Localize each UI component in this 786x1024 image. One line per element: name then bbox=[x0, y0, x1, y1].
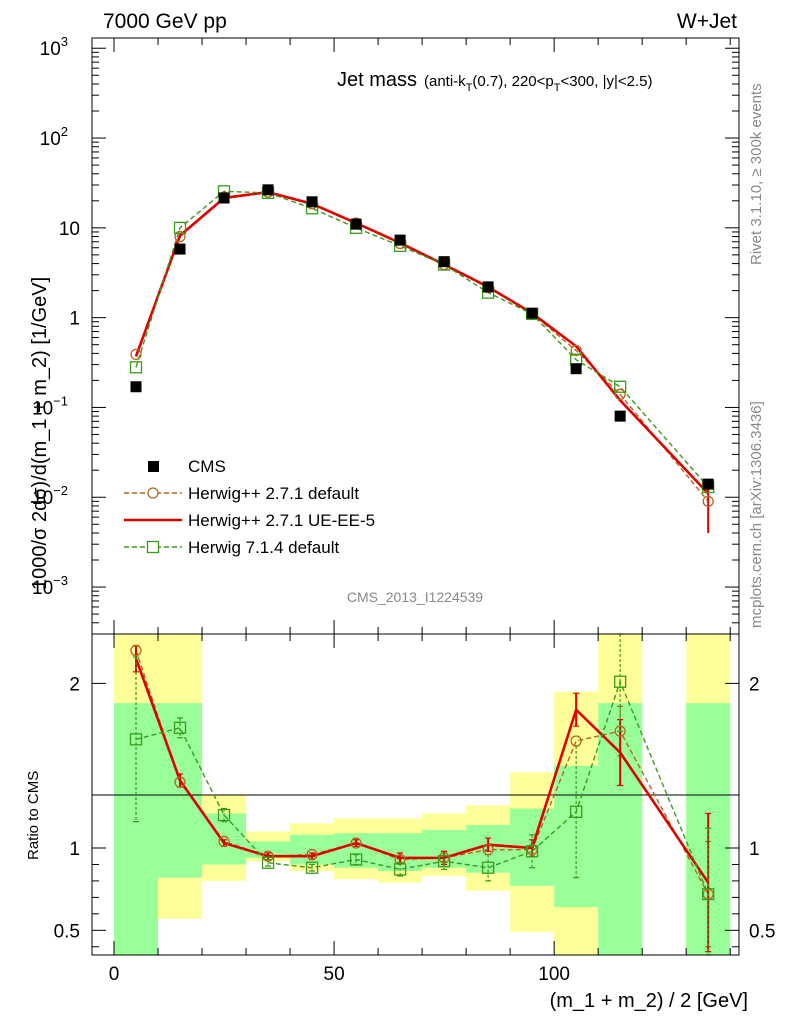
ratio-point bbox=[614, 675, 627, 688]
data-point bbox=[614, 410, 626, 422]
y-tick-label: 10 bbox=[59, 219, 80, 240]
ratio-tick-label: 0.5 bbox=[749, 921, 775, 942]
ratio-tick-label: 1 bbox=[69, 839, 80, 860]
header-right: W+Jet bbox=[677, 10, 737, 33]
data-point bbox=[438, 256, 450, 268]
ratio-point bbox=[614, 725, 626, 737]
x-axis-label: (m_1 + m_2) / 2 [GeV] bbox=[550, 990, 748, 1012]
chart-title: Jet mass bbox=[337, 69, 417, 91]
ratio-tick-label: 2 bbox=[749, 674, 760, 695]
y-tick-label-exponent: −1 bbox=[53, 393, 68, 408]
ratio-point bbox=[130, 644, 142, 657]
ratio-point bbox=[702, 888, 714, 900]
series-point bbox=[130, 348, 142, 361]
legend-marker-cms bbox=[148, 461, 159, 472]
y-tick-label: 103 bbox=[40, 34, 68, 60]
ratio-point bbox=[570, 735, 582, 747]
ratio-point bbox=[173, 721, 187, 734]
ratio-axis-label: Ratio to CMS bbox=[25, 771, 42, 860]
y-tick-label: 1 bbox=[69, 309, 80, 330]
uncertainty-band-inner bbox=[158, 703, 203, 878]
ratio-point bbox=[437, 855, 451, 868]
ratio-point bbox=[350, 837, 362, 849]
legend: CMS Herwig++ 2.7.1 default Herwig++ 2.7.1 … bbox=[124, 457, 375, 557]
ratio-point bbox=[482, 843, 494, 856]
y-tick-label-exponent: −3 bbox=[53, 573, 68, 588]
ratio-point bbox=[306, 848, 318, 861]
series-line-3 bbox=[135, 190, 709, 488]
ratio-point bbox=[525, 845, 539, 858]
data-point bbox=[306, 196, 318, 208]
x-tick-label: 100 bbox=[538, 964, 570, 985]
data-point bbox=[262, 184, 274, 196]
ratio-point bbox=[569, 805, 583, 818]
ratio-tick-label: 1 bbox=[749, 839, 760, 860]
series-point bbox=[129, 361, 143, 374]
rivet-label: Rivet 3.1.10, ≥ 300k events bbox=[748, 83, 765, 265]
uncertainty-band-inner bbox=[114, 703, 159, 955]
ratio-point bbox=[349, 853, 363, 866]
data-point bbox=[174, 243, 186, 255]
ratio-point bbox=[305, 861, 319, 874]
data-point bbox=[394, 234, 406, 246]
ratio-point bbox=[261, 856, 275, 869]
ratio-point bbox=[438, 852, 450, 864]
ratio-point bbox=[262, 850, 274, 862]
legend-label: Herwig++ 2.7.1 default bbox=[188, 484, 359, 503]
series-point bbox=[702, 495, 714, 508]
ratio-point bbox=[129, 733, 143, 746]
x-tick-label: 50 bbox=[324, 964, 345, 985]
series-point bbox=[614, 388, 626, 400]
chart-subtitle: (anti-kT(0.7), 220<pT<300, |y|<2.5) bbox=[424, 73, 653, 94]
y-tick-label-exponent: 2 bbox=[61, 124, 68, 139]
ratio-frame bbox=[91, 633, 740, 956]
y-axis-label: 1000/σ 2dσ)/d(m_1 + m_2) [1/GeV] bbox=[29, 277, 51, 590]
ratio-point bbox=[394, 853, 406, 866]
data-point bbox=[482, 281, 494, 293]
data-point bbox=[130, 381, 142, 393]
data-point bbox=[526, 307, 538, 319]
ratio-panel: 0.5 0.5 1 1 2 2 0 50 100 bbox=[54, 633, 775, 985]
x-tick-label: 0 bbox=[109, 964, 120, 985]
ratio-point bbox=[218, 835, 230, 848]
legend-label: Herwig 7.1.4 default bbox=[188, 538, 339, 557]
ratio-point bbox=[702, 887, 715, 901]
ratio-point bbox=[481, 861, 495, 874]
series-point bbox=[570, 344, 582, 357]
legend-marker bbox=[147, 487, 159, 499]
mcplots-label: mcplots.cern.ch [arXiv:1306.3436] bbox=[748, 401, 765, 628]
legend-label: CMS bbox=[188, 457, 226, 476]
y-tick-label-exponent: 3 bbox=[61, 34, 68, 49]
y-tick-label-exponent: −2 bbox=[53, 483, 68, 498]
data-point bbox=[218, 192, 230, 204]
data-point bbox=[350, 218, 362, 230]
ratio-point bbox=[393, 863, 407, 876]
legend-label: Herwig++ 2.7.1 UE-EE-5 bbox=[188, 511, 375, 530]
legend-marker bbox=[146, 540, 160, 554]
y-tick-label: 102 bbox=[40, 124, 68, 150]
ratio-point bbox=[174, 776, 186, 788]
data-point bbox=[570, 363, 582, 375]
ratio-point bbox=[217, 808, 231, 822]
series-point bbox=[174, 230, 186, 243]
series-line-1 bbox=[135, 191, 709, 502]
series-point bbox=[614, 380, 627, 393]
series-point bbox=[173, 221, 187, 234]
data-point bbox=[702, 478, 714, 490]
watermark: CMS_2013_I1224539 bbox=[347, 589, 483, 605]
header-left: 7000 GeV pp bbox=[103, 10, 227, 33]
ratio-tick-label: 0.5 bbox=[54, 921, 80, 942]
ratio-tick-label: 2 bbox=[69, 674, 80, 695]
series-line-2 bbox=[134, 190, 710, 495]
